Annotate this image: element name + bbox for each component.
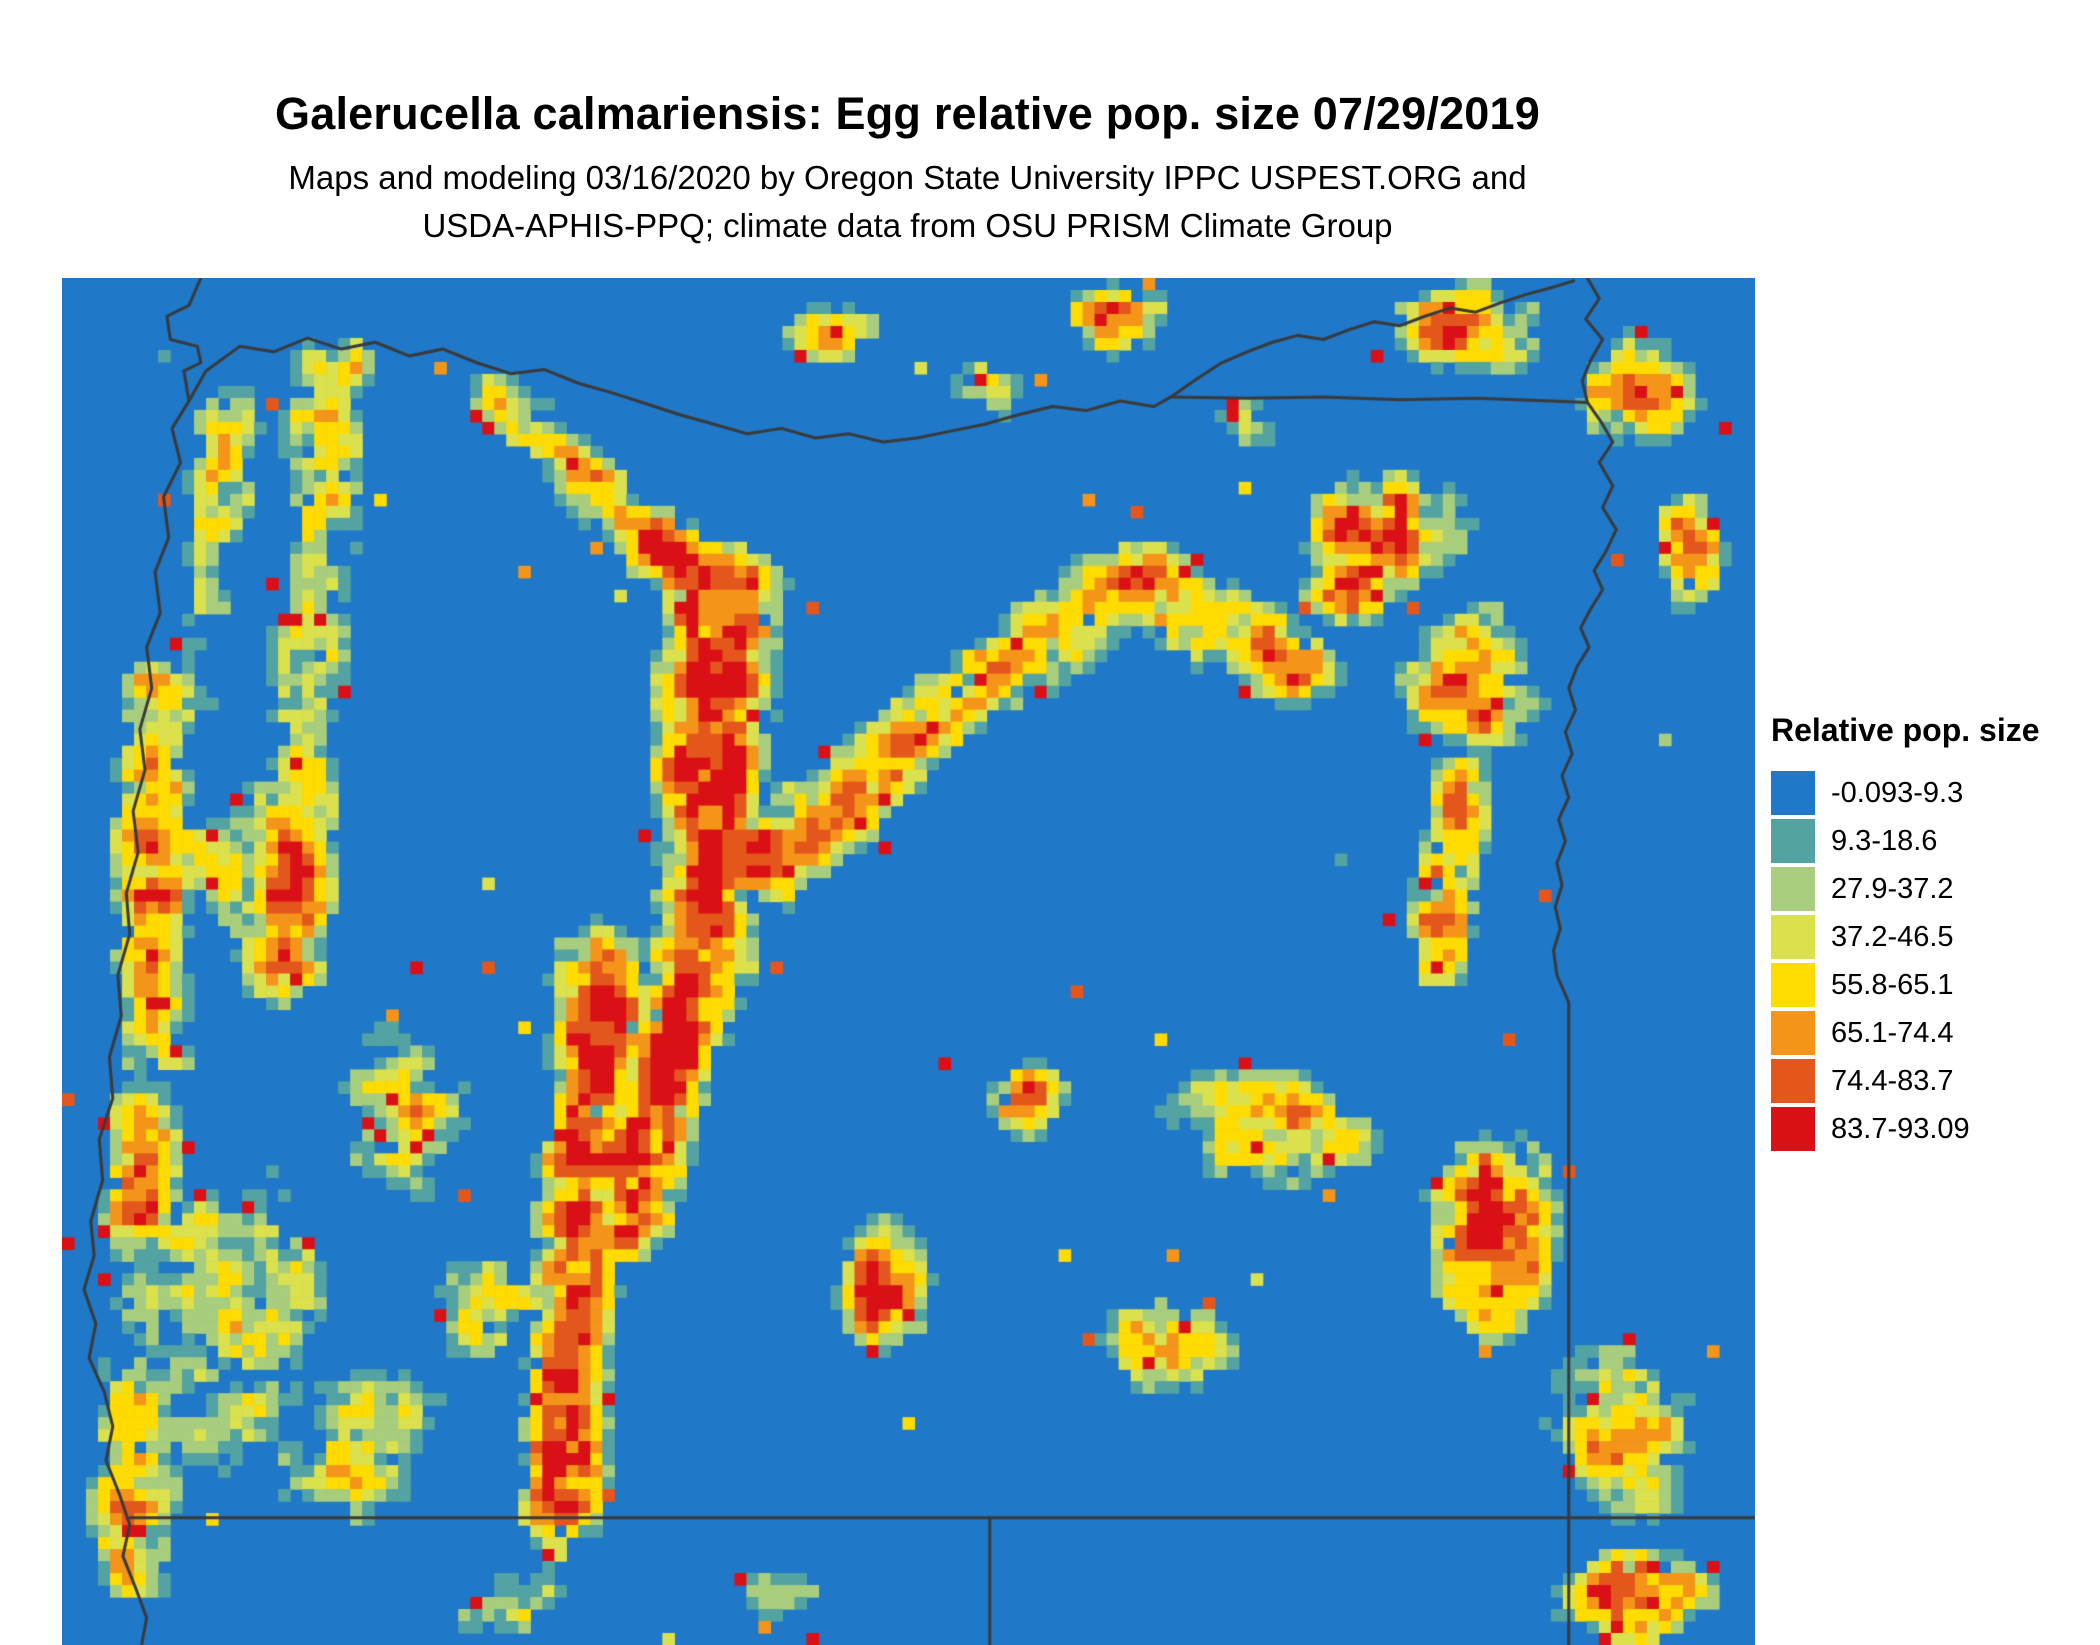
legend-entry-label: 74.4-83.7 — [1831, 1064, 1954, 1097]
page-title: Galerucella calmariensis: Egg relative p… — [275, 88, 1540, 139]
legend-color-swatch — [1771, 963, 1815, 1007]
legend-title: Relative pop. size — [1771, 712, 2040, 748]
legend-entry: -0.093-9.3 — [1771, 771, 2091, 815]
legend-color-swatch — [1771, 771, 1815, 815]
legend-entry-label: 37.2-46.5 — [1831, 920, 1954, 953]
legend-entry-label: 83.7-93.09 — [1831, 1112, 1970, 1145]
map-region — [62, 278, 1755, 1645]
legend-entry: 27.9-37.2 — [1771, 867, 2091, 911]
legend-color-swatch — [1771, 1059, 1815, 1103]
page-subtitle: Maps and modeling 03/16/2020 by Oregon S… — [0, 154, 1815, 250]
legend-entry: 65.1-74.4 — [1771, 1011, 2091, 1055]
legend-color-swatch — [1771, 1011, 1815, 1055]
legend-entry: 9.3-18.6 — [1771, 819, 2091, 863]
subtitle-line-2: USDA-APHIS-PPQ; climate data from OSU PR… — [422, 206, 1393, 244]
legend-entry-label: 65.1-74.4 — [1831, 1016, 1954, 1049]
legend: Relative pop. size -0.093-9.3 9.3-18.6 27.… — [1771, 712, 2091, 1155]
legend-color-swatch — [1771, 819, 1815, 863]
legend-entry-label: 27.9-37.2 — [1831, 872, 1954, 905]
legend-entry: 83.7-93.09 — [1771, 1107, 2091, 1151]
legend-entry: 37.2-46.5 — [1771, 915, 2091, 959]
legend-entry: 74.4-83.7 — [1771, 1059, 2091, 1103]
legend-entry-label: 9.3-18.6 — [1831, 824, 1938, 857]
legend-entry: 55.8-65.1 — [1771, 963, 2091, 1007]
oregon-raster-map-canvas — [62, 278, 1755, 1645]
legend-color-swatch — [1771, 915, 1815, 959]
legend-color-swatch — [1771, 1107, 1815, 1151]
header: Galerucella calmariensis: Egg relative p… — [0, 88, 1815, 250]
legend-color-swatch — [1771, 867, 1815, 911]
subtitle-line-1: Maps and modeling 03/16/2020 by Oregon S… — [288, 159, 1527, 196]
legend-entry-label: -0.093-9.3 — [1831, 776, 1964, 809]
legend-entries: -0.093-9.3 9.3-18.6 27.9-37.2 37.2-46.5 55.8… — [1771, 771, 2091, 1151]
legend-entry-label: 55.8-65.1 — [1831, 968, 1954, 1001]
